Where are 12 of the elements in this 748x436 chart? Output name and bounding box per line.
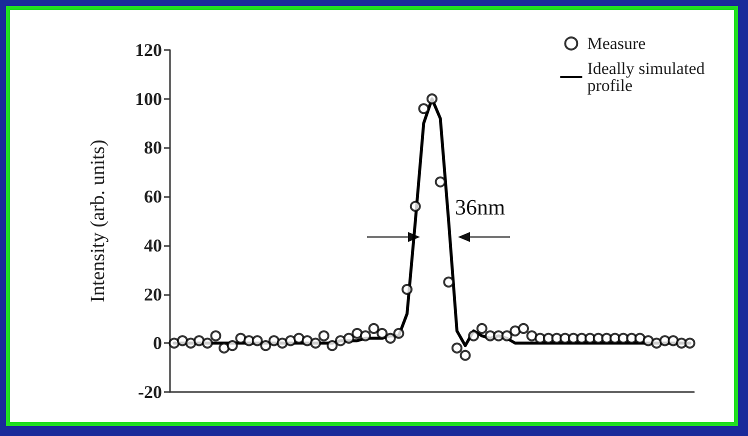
y-tick-label: -20 — [138, 382, 162, 402]
legend-label: Measure — [587, 34, 646, 53]
y-tick-label: 60 — [144, 186, 162, 207]
annotation: 36nm — [454, 194, 506, 220]
y-tick-label: 100 — [135, 88, 162, 109]
y-tick-label: 80 — [144, 138, 162, 158]
y-tick-label: 120 — [135, 40, 162, 60]
legend-label: Ideally simulated profile — [587, 59, 710, 95]
y-tick-label: 0 — [153, 333, 162, 354]
y-tick-label: 20 — [144, 284, 162, 304]
y-axis-title: Intensity (arb. units) — [87, 140, 109, 302]
y-tick-label: 40 — [144, 235, 162, 256]
